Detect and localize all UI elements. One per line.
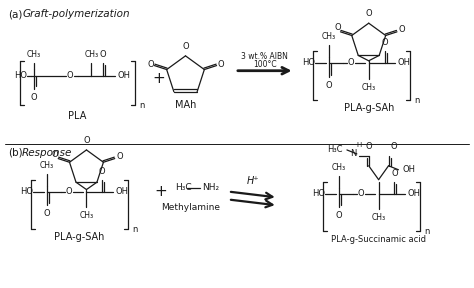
Text: O: O <box>147 60 154 69</box>
Text: PLA-g-Succinamic acid: PLA-g-Succinamic acid <box>331 234 426 244</box>
Text: NH₂: NH₂ <box>202 183 219 192</box>
Text: O: O <box>365 142 372 151</box>
Text: N: N <box>350 149 357 158</box>
Text: CH₃: CH₃ <box>80 211 93 220</box>
Text: HO: HO <box>312 189 325 198</box>
Text: CH₃: CH₃ <box>322 32 336 41</box>
Text: CH₃: CH₃ <box>40 161 54 170</box>
Text: n: n <box>414 96 419 105</box>
Text: O: O <box>326 81 332 90</box>
Text: CH₃: CH₃ <box>372 213 386 222</box>
Text: 100°C: 100°C <box>253 60 276 69</box>
Text: O: O <box>116 152 123 161</box>
Text: CH₃: CH₃ <box>84 50 99 59</box>
Text: PLA: PLA <box>68 111 87 121</box>
Text: OH: OH <box>117 71 130 80</box>
Text: CH₃: CH₃ <box>362 83 376 92</box>
Text: H⁺: H⁺ <box>246 176 259 185</box>
Text: (b): (b) <box>8 148 23 158</box>
Text: O: O <box>336 211 342 220</box>
Text: PLA-g-SAh: PLA-g-SAh <box>344 103 394 113</box>
Text: O: O <box>182 42 189 51</box>
Text: O: O <box>66 71 73 80</box>
Text: H: H <box>356 142 362 148</box>
Text: HO: HO <box>302 58 315 67</box>
Text: OH: OH <box>407 189 420 198</box>
Text: +: + <box>152 71 165 86</box>
Text: O: O <box>31 94 37 103</box>
Text: HO: HO <box>14 71 27 80</box>
Text: Response: Response <box>22 148 73 158</box>
Text: O: O <box>391 169 398 178</box>
Text: Graft-polymerization: Graft-polymerization <box>22 9 130 19</box>
Text: MAh: MAh <box>175 101 196 110</box>
Text: H₃C: H₃C <box>175 183 192 192</box>
Text: O: O <box>52 150 59 159</box>
Text: O: O <box>83 136 90 145</box>
Text: O: O <box>44 209 50 218</box>
Text: O: O <box>217 60 224 69</box>
Text: HO: HO <box>20 187 33 196</box>
Text: O: O <box>100 50 107 59</box>
Text: PLA-g-SAh: PLA-g-SAh <box>55 232 105 242</box>
Text: O: O <box>334 23 341 32</box>
Text: O: O <box>65 187 72 196</box>
Text: n: n <box>132 225 137 234</box>
Text: +: + <box>155 184 167 199</box>
Text: O: O <box>381 38 388 47</box>
Text: OH: OH <box>397 58 410 67</box>
Text: n: n <box>424 227 429 236</box>
Text: CH₃: CH₃ <box>27 50 41 59</box>
Text: OH: OH <box>115 187 128 196</box>
Text: CH₃: CH₃ <box>332 163 346 172</box>
Text: O: O <box>357 189 364 198</box>
Text: O: O <box>391 142 397 151</box>
Text: O: O <box>99 167 106 176</box>
Text: Methylamine: Methylamine <box>161 203 220 213</box>
Text: n: n <box>139 101 144 110</box>
Text: 3 wt.% AIBN: 3 wt.% AIBN <box>241 52 288 61</box>
Text: H₃C: H₃C <box>328 145 343 154</box>
Text: O: O <box>347 58 354 67</box>
Text: O: O <box>365 9 372 18</box>
Text: O: O <box>399 25 405 34</box>
Text: OH: OH <box>402 165 415 174</box>
Text: (a): (a) <box>8 9 23 19</box>
